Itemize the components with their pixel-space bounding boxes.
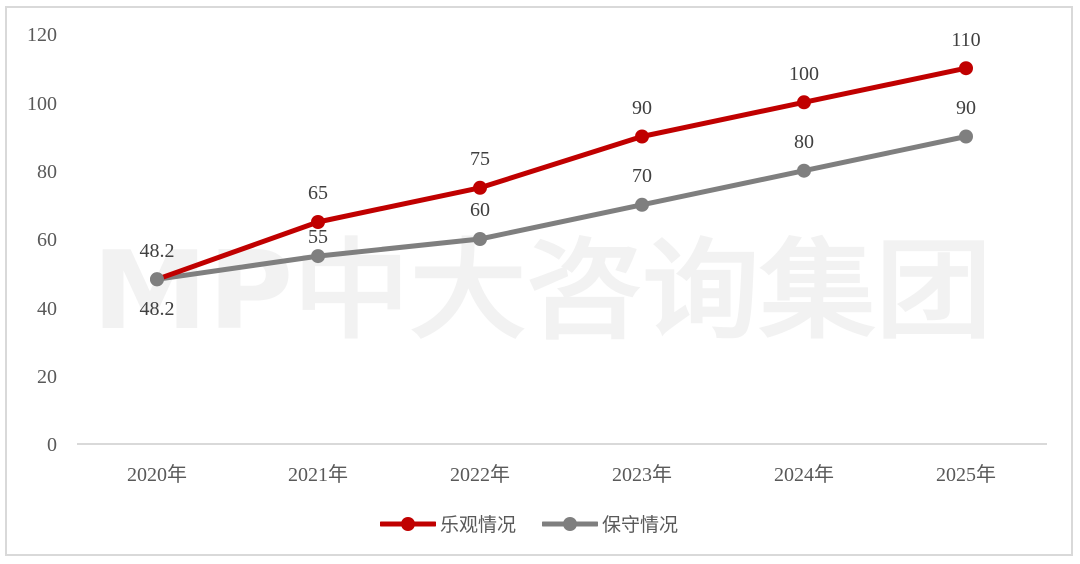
y-tick: 80 xyxy=(37,161,57,183)
data-point xyxy=(797,95,811,110)
data-point xyxy=(635,197,649,212)
y-tick: 60 xyxy=(37,229,57,251)
series-conservative xyxy=(150,129,973,287)
data-point xyxy=(473,232,487,246)
x-tick: 2024年 xyxy=(774,463,834,486)
legend-item-optimistic[interactable]: 乐观情况 xyxy=(380,510,516,537)
y-tick: 100 xyxy=(27,93,57,115)
data-point xyxy=(311,249,325,264)
series-optimistic xyxy=(150,61,973,287)
data-label: 75 xyxy=(470,148,490,170)
data-label: 48.2 xyxy=(140,298,175,320)
data-labels-optimistic: 48.2 65 75 90 100 110 xyxy=(140,29,981,262)
data-label: 60 xyxy=(470,199,490,221)
chart-frame xyxy=(5,6,1073,556)
x-tick: 2021年 xyxy=(288,463,348,486)
x-axis: 2020年 2021年 2022年 2023年 2024年 2025年 xyxy=(127,463,996,486)
y-tick: 0 xyxy=(47,434,57,456)
x-tick: 2022年 xyxy=(450,463,510,486)
watermark-text: MP中大咨询集团 xyxy=(92,229,992,354)
data-point xyxy=(635,129,649,144)
y-tick: 40 xyxy=(37,298,57,320)
data-label: 80 xyxy=(794,131,814,153)
data-point xyxy=(959,61,973,76)
data-label: 100 xyxy=(789,63,819,85)
data-point xyxy=(959,129,973,144)
data-label: 90 xyxy=(632,97,652,119)
data-label: 55 xyxy=(308,226,328,248)
y-tick: 20 xyxy=(37,366,57,388)
gray-line-marker-icon xyxy=(542,516,599,531)
legend-label: 乐观情况 xyxy=(440,514,517,536)
data-point xyxy=(311,215,325,229)
data-label: 110 xyxy=(951,29,980,51)
y-tick: 120 xyxy=(27,24,57,46)
data-label: 90 xyxy=(956,97,976,119)
legend-label: 保守情况 xyxy=(602,514,679,536)
data-label: 65 xyxy=(308,182,328,204)
data-labels-conservative: 48.2 55 60 70 80 90 xyxy=(140,97,977,320)
x-tick: 2025年 xyxy=(936,463,996,486)
optimistic-line xyxy=(156,65,967,282)
legend-item-conservative[interactable]: 保守情况 xyxy=(542,510,678,537)
x-tick: 2020年 xyxy=(127,463,187,486)
data-point xyxy=(797,163,811,178)
red-line-marker-icon xyxy=(380,516,436,531)
data-point xyxy=(473,180,487,195)
x-tick: 2023年 xyxy=(612,463,672,486)
data-label: 48.2 xyxy=(140,240,175,262)
data-label: 70 xyxy=(632,165,652,187)
conservative-line xyxy=(156,134,967,282)
data-point xyxy=(150,272,164,287)
chart-legend: 乐观情况 保守情况 xyxy=(380,510,678,537)
y-axis: 0 20 40 60 80 100 120 xyxy=(27,24,57,456)
